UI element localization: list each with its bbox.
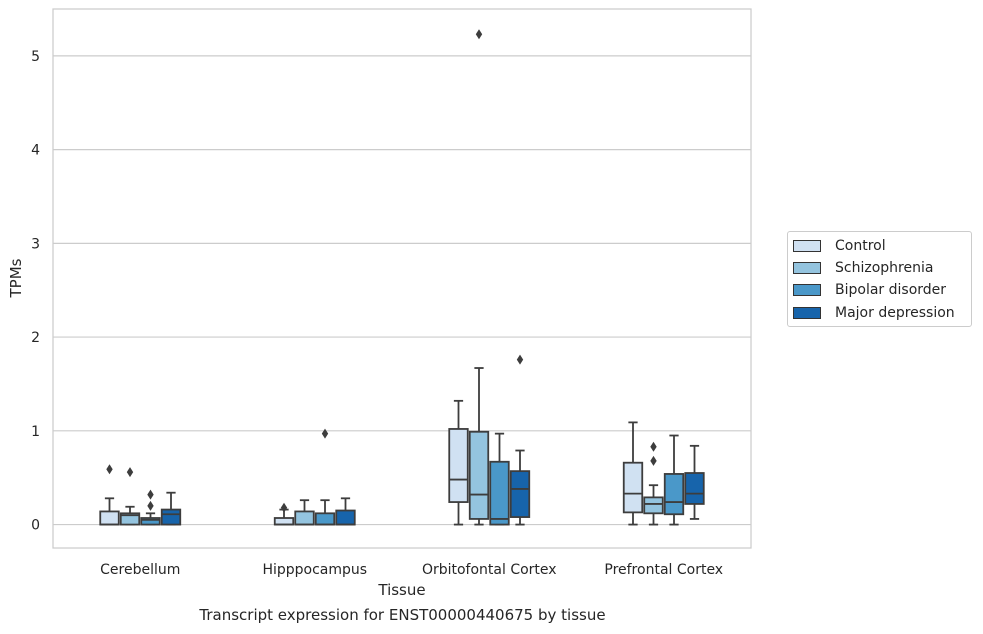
box-iqr	[294, 510, 315, 526]
outlier-point	[126, 467, 134, 478]
x-tick-prefrontal-cortex: Prefrontal Cortex	[604, 562, 723, 578]
box-iqr	[489, 460, 510, 526]
legend-item-major-depression: Major depression	[793, 304, 955, 322]
x-tick-hipppocampus: Hipppocampus	[262, 562, 367, 578]
outlier-point	[516, 354, 524, 365]
box-iqr	[643, 496, 664, 515]
box-iqr	[160, 508, 182, 526]
y-tick-0: 0	[31, 518, 40, 534]
box-bipolar-disorder-orbitofontal-cortex	[489, 432, 510, 526]
box-iqr	[273, 517, 295, 526]
box-iqr	[99, 510, 120, 526]
box-iqr	[468, 430, 490, 520]
chart-caption: Transcript expression for ENST0000044067…	[199, 606, 606, 624]
outlier-point	[106, 464, 113, 475]
legend-label-bipolar-disorder: Bipolar disorder	[835, 282, 947, 298]
box-major-depression-hipppocampus	[335, 497, 356, 526]
box-bipolar-disorder-hipppocampus	[314, 428, 336, 526]
box-iqr	[140, 517, 161, 526]
legend-label-major-depression: Major depression	[835, 305, 955, 321]
legend-label-control: Control	[835, 238, 886, 254]
y-tick-4: 4	[31, 143, 40, 159]
box-control-hipppocampus	[273, 502, 295, 526]
box-iqr	[509, 470, 531, 518]
box-schizophrenia-orbitofontal-cortex	[468, 29, 490, 526]
outlier-point	[147, 500, 154, 511]
box-control-orbitofontal-cortex	[448, 399, 469, 526]
outlier-point	[147, 489, 154, 500]
box-schizophrenia-cerebellum	[119, 467, 141, 526]
box-major-depression-orbitofontal-cortex	[509, 354, 531, 526]
x-axis-label: Tissue	[377, 581, 425, 599]
legend-swatch-major-depression	[793, 307, 821, 319]
box-iqr	[335, 509, 356, 526]
y-tick-5: 5	[31, 49, 40, 65]
outlier-point	[650, 455, 657, 466]
legend-swatch-schizophrenia	[793, 262, 821, 274]
box-bipolar-disorder-prefrontal-cortex	[663, 434, 685, 526]
box-control-prefrontal-cortex	[622, 421, 644, 526]
box-iqr	[448, 428, 469, 503]
legend-item-control: Control	[793, 237, 886, 255]
box-schizophrenia-hipppocampus	[294, 499, 315, 526]
legend-label-schizophrenia: Schizophrenia	[835, 260, 934, 276]
outlier-point	[650, 441, 657, 452]
outlier-point	[475, 29, 483, 40]
box-iqr	[622, 461, 644, 514]
box-iqr	[314, 512, 336, 526]
legend-swatch-bipolar-disorder	[793, 284, 821, 296]
legend-item-schizophrenia: Schizophrenia	[793, 259, 933, 277]
x-tick-orbitofontal-cortex: Orbitofontal Cortex	[422, 562, 557, 578]
box-iqr	[663, 473, 685, 516]
y-tick-labels: 0 1 2 3 4 5	[31, 49, 40, 534]
box-control-cerebellum	[99, 464, 120, 526]
legend: Control Schizophrenia Bipolar disorder M…	[787, 231, 972, 327]
plot-frame	[52, 8, 752, 549]
y-axis-label: TPMs	[7, 258, 25, 298]
box-major-depression-cerebellum	[160, 491, 182, 526]
y-tick-3: 3	[31, 236, 40, 252]
x-tick-cerebellum: Cerebellum	[100, 562, 180, 578]
legend-swatch-control	[793, 240, 821, 252]
box-iqr	[119, 512, 141, 526]
box-major-depression-prefrontal-cortex	[684, 444, 705, 520]
outlier-point	[321, 428, 329, 439]
outlier-point	[280, 502, 288, 513]
box-iqr	[684, 472, 705, 505]
y-tick-1: 1	[31, 424, 40, 440]
box-bipolar-disorder-cerebellum	[140, 489, 161, 526]
box-schizophrenia-prefrontal-cortex	[643, 441, 664, 526]
box-series	[99, 29, 705, 526]
x-tick-labels: Cerebellum Hipppocampus Orbitofontal Corte…	[100, 562, 723, 578]
plot-background	[53, 9, 751, 548]
y-tick-2: 2	[31, 330, 40, 346]
legend-item-bipolar-disorder: Bipolar disorder	[793, 281, 946, 299]
